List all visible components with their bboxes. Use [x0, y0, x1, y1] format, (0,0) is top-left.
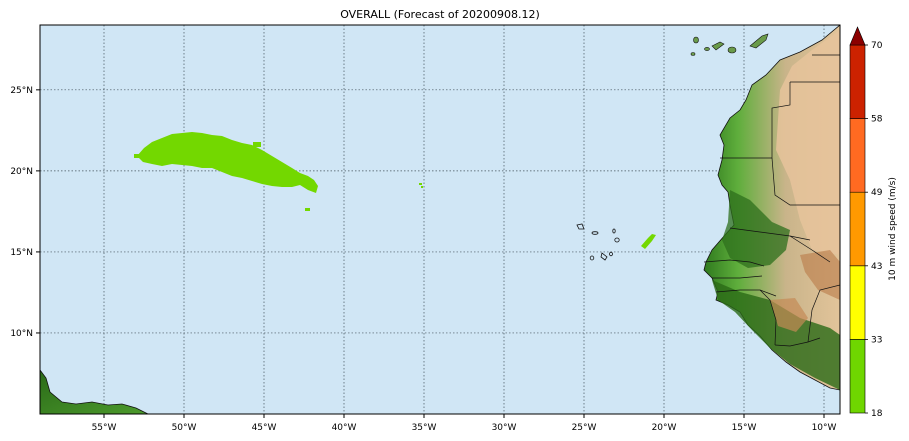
colorbar-level-label: 58	[871, 115, 883, 125]
colorbar-level-label: 43	[871, 262, 882, 272]
colorbar-level-label: 70	[871, 41, 883, 51]
highland	[770, 298, 808, 332]
colorbar-level-label: 18	[871, 409, 883, 419]
lon-tick-label: 25°W	[572, 423, 597, 433]
cape-verde-islands	[576, 223, 620, 261]
colorbar-extend-max	[849, 26, 866, 46]
lon-tick-label: 20°W	[652, 423, 677, 433]
gridlines	[40, 25, 840, 414]
lat-tick-label: 20°N	[10, 167, 33, 177]
lon-tick-label: 45°W	[252, 423, 277, 433]
lon-tick-label: 40°W	[332, 423, 357, 433]
lon-tick-label: 30°W	[492, 423, 517, 433]
lon-tick-label: 50°W	[172, 423, 197, 433]
lon-tick-label: 35°W	[412, 423, 437, 433]
colorbar-segment	[849, 265, 866, 340]
ocean-background	[40, 25, 840, 414]
lon-tick-label: 55°W	[92, 423, 117, 433]
south-america-landmass	[40, 369, 149, 414]
colorbar-segment	[849, 339, 866, 414]
colorbar-label: 10 m wind speed (m/s)	[888, 177, 898, 281]
desert-shading	[776, 30, 840, 255]
wind-speed-contour-18-33	[134, 132, 656, 249]
colorbar-level-label: 49	[871, 188, 883, 198]
colorbar-segment	[849, 191, 866, 267]
canary-islands	[690, 33, 769, 56]
lon-tick-label: 10°W	[812, 423, 837, 433]
map-frame	[39, 24, 841, 415]
lat-tick-label: 10°N	[10, 329, 33, 339]
lat-tick-label: 15°N	[10, 248, 33, 258]
colorbar: 18 33 43 49 58 70 10 m wind speed (m/s)	[849, 26, 898, 419]
axis-labels: 55°W 50°W 45°W 40°W 35°W 30°W 25°W 20°W 15°W 10°W…	[10, 86, 836, 433]
forest-zone	[722, 190, 790, 268]
country-borders	[703, 54, 840, 347]
colorbar-segment	[849, 118, 866, 193]
coastal-forest	[712, 280, 840, 390]
colorbar-segment	[849, 44, 866, 119]
lat-tick-label: 25°N	[10, 86, 33, 96]
map-title: OVERALL (Forecast of 20200908.12)	[340, 8, 540, 21]
colorbar-level-label: 33	[871, 335, 882, 345]
lon-tick-label: 15°W	[732, 423, 757, 433]
